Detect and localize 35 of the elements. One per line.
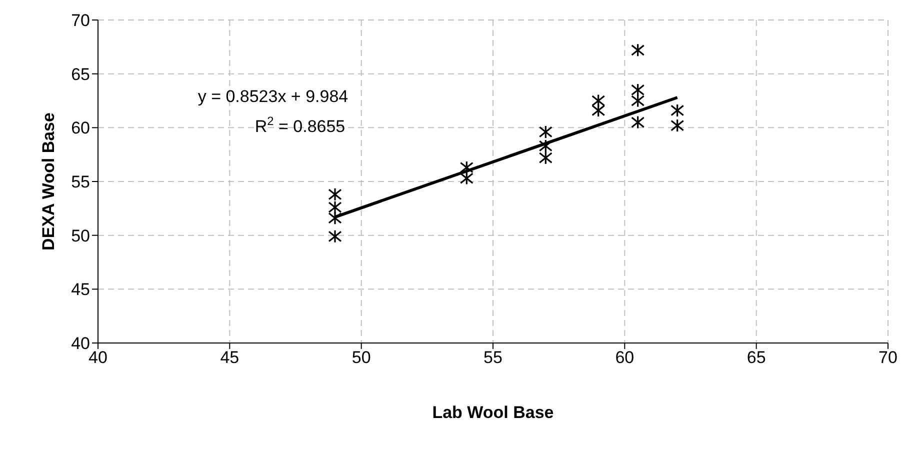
point (538, 139, 552, 153)
point (460, 160, 474, 174)
point (631, 83, 645, 97)
point (592, 104, 606, 118)
y-tick-label: 40 (71, 334, 90, 354)
x-tick-label: 65 (746, 348, 766, 368)
x-tick-label: 60 (615, 348, 634, 368)
point (328, 230, 342, 244)
point (631, 94, 645, 108)
y-tick-label: 65 (71, 64, 90, 84)
x-axis-title: Lab Wool Base (432, 403, 554, 422)
annotation: R$^{2}$ = 0.8655 (254, 114, 346, 136)
point (538, 151, 552, 165)
point (592, 94, 606, 108)
x-tick-label: 55 (484, 348, 502, 368)
annotation: y = 0.8523x + 9.984 (198, 87, 348, 106)
point (328, 200, 342, 214)
point (328, 188, 342, 202)
point (460, 171, 474, 186)
y-tick-label: 50 (71, 226, 90, 246)
x-tick-label: 50 (352, 348, 371, 368)
point (670, 118, 684, 132)
point (670, 104, 684, 118)
point (631, 115, 645, 130)
y-axis-title: DEXA Wool Base (39, 112, 58, 250)
y-tick-label: 60 (71, 118, 90, 138)
point (538, 125, 552, 139)
x-tick-label: 45 (220, 348, 240, 368)
point (328, 211, 342, 225)
y-tick-label: 70 (71, 11, 90, 30)
x-tick-label: 70 (878, 348, 898, 368)
point (631, 43, 645, 57)
y-tick-label: 55 (71, 172, 90, 192)
x-tick-label: 40 (88, 348, 108, 368)
y-tick-label: 45 (71, 280, 90, 300)
